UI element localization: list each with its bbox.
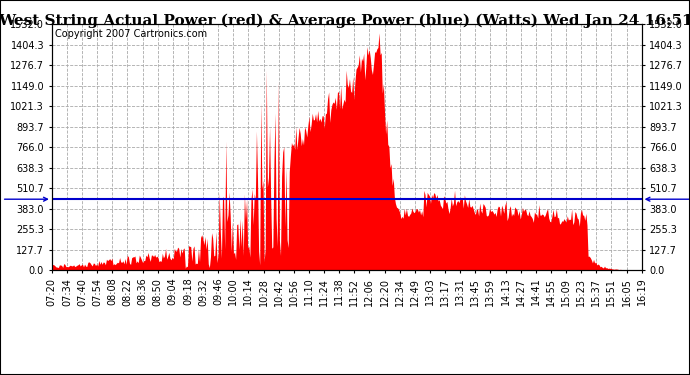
Text: 441.57: 441.57 bbox=[0, 194, 48, 204]
Text: 441.57: 441.57 bbox=[646, 194, 690, 204]
Text: West String Actual Power (red) & Average Power (blue) (Watts) Wed Jan 24 16:51: West String Actual Power (red) & Average… bbox=[0, 13, 690, 27]
Text: Copyright 2007 Cartronics.com: Copyright 2007 Cartronics.com bbox=[55, 29, 207, 39]
